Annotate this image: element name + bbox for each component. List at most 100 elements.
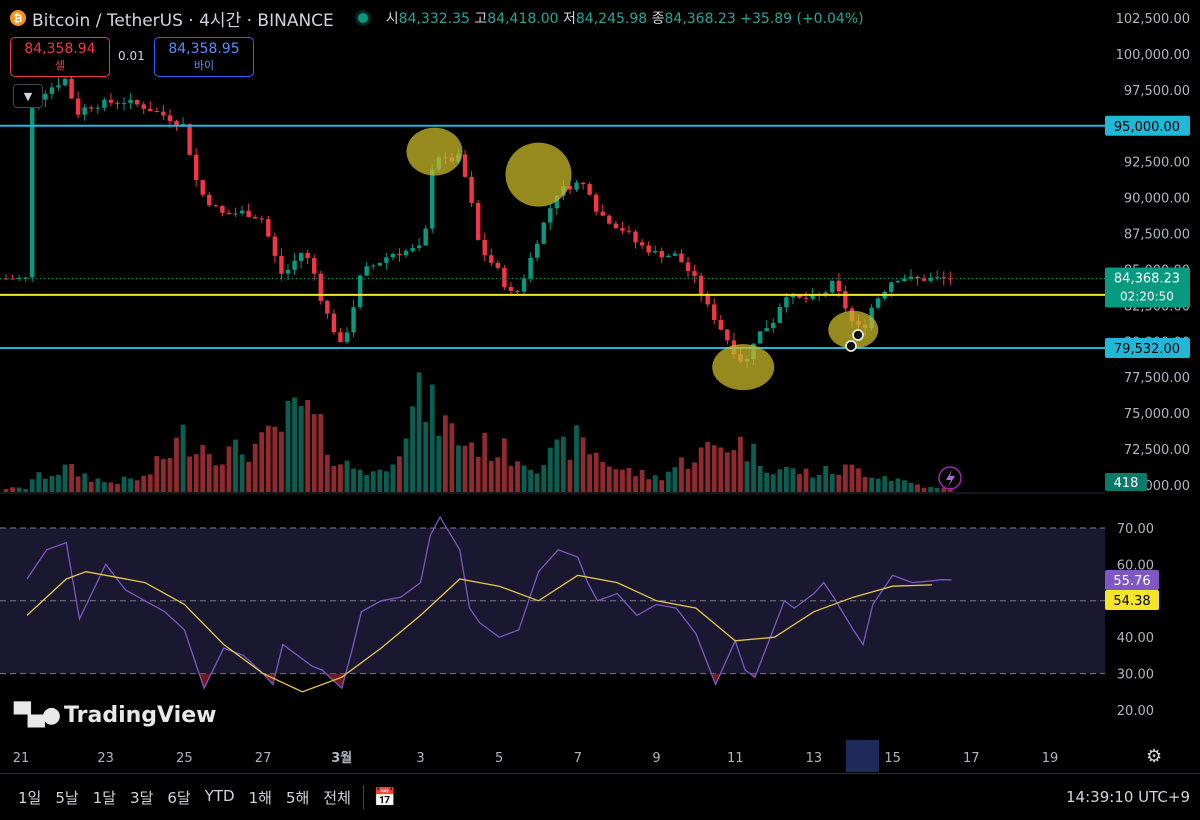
timeframe-6[interactable]: 1해 [248,788,272,807]
last-price-label: 84,368.23 [1114,272,1180,287]
rsi-ma-line [26,571,933,693]
volume-bar [29,479,35,492]
volume-bar [620,469,625,492]
candle-body [338,332,343,343]
highlight-circle [712,344,775,391]
time-tick-label: 19 [1042,751,1059,766]
price-tick-label: 92,500.00 [1124,156,1190,171]
volume-bar [16,487,22,492]
volume-bar [141,475,147,492]
candle-body [16,277,22,279]
volume-bar [95,478,101,492]
price-tick-label: 90,000.00 [1124,192,1190,207]
candle-body [764,328,769,332]
candle-body [528,257,533,279]
volume-bar [501,438,507,492]
chart-settings-icon[interactable]: ⚙ [1146,746,1163,767]
candle-body [698,275,704,295]
candle-body [515,291,520,293]
high-label: 고 [474,11,488,27]
rsi-tick-label: 40.00 [1117,631,1154,646]
volume-bar [311,414,317,492]
candle-body [803,297,809,299]
volume-bar [770,474,776,492]
volume-bar [226,446,232,492]
buy-label: 바이 [193,59,215,72]
candle-body [102,99,107,108]
candle-body [554,195,560,209]
time-tick-label: 17 [963,751,980,766]
volume-bar [908,482,914,492]
timeframe-3[interactable]: 3달 [130,788,154,807]
candle-body [416,245,422,248]
candle-body [75,98,81,115]
sell-button[interactable]: 84,358.94 셀 [10,37,110,77]
buy-button[interactable]: 84,358.95 바이 [154,37,254,77]
volume-bar [698,447,704,492]
spread-value: 0.01 [118,49,145,63]
candle-body [941,277,946,279]
volume-bar [921,487,927,492]
volume-bar [816,474,822,492]
volume-bar [206,454,212,492]
candle-body [371,265,376,267]
volume-bar [128,478,133,492]
candle-body [252,216,258,219]
close-label: 종 [651,11,665,27]
symbol-title[interactable]: Bitcoin / TetherUS · 4시간 · BINANCE [32,10,334,31]
candle-body [292,260,297,270]
volume-bar [272,426,278,492]
volume-bar [42,478,48,492]
clock-readout[interactable]: 14:39:10 UTC+9 [1066,788,1190,806]
candle-body [639,242,645,246]
timeframe-7[interactable]: 5해 [285,788,310,807]
candle-body [259,218,264,220]
calendar-range-icon[interactable]: 📅 [373,786,397,808]
volume-bar [528,470,534,492]
volume-bar [456,445,461,492]
candle-body [593,194,599,212]
candle-body [659,250,664,258]
highlight-circle [406,127,463,176]
candle-body [305,252,310,259]
candle-body [272,236,278,256]
timeframe-8[interactable]: 전체 [323,788,351,807]
timeframe-4[interactable]: 6달 [167,788,191,807]
volume-bar [115,484,120,492]
volume-bar [305,400,311,492]
candle-body [777,307,783,323]
buy-price: 84,358.95 [168,41,240,57]
volume-bar [790,468,796,492]
candle-body [397,254,402,256]
volume-bar [416,372,422,492]
time-tick-label: 21 [13,751,30,766]
chart-canvas[interactable]: 102,500.00100,000.0097,500.0095,000.0092… [0,0,1200,773]
candle-body [797,295,802,298]
timeframe-0[interactable]: 1일 [18,788,42,807]
volume-bar [934,487,940,492]
timeframe-5[interactable]: YTD [204,786,235,805]
volume-bar [554,439,560,492]
timeframe-2[interactable]: 1달 [92,788,117,807]
collapse-legend-button[interactable]: ▼ [13,84,43,108]
candle-body [410,247,415,251]
candle-body [502,267,507,288]
candle-body [469,176,474,203]
candle-body [521,278,527,292]
candle-body [344,332,350,343]
volume-bar [600,461,606,492]
volume-bar [829,473,835,492]
volume-bar [101,482,107,492]
timeframe-1[interactable]: 5날 [55,788,79,807]
volume-bar [724,452,730,492]
bottom-toolbar: 1일 5날 1달 3달 6달 YTD 1해 5해 전체 📅 14:39:10 UTC+9 [0,773,1200,820]
volume-bar [23,488,29,492]
volume-bar [324,454,330,492]
volume-bar [265,425,271,492]
candle-body [843,291,848,309]
volume-bar [646,479,652,492]
level-label: 95,000.00 [1114,120,1180,135]
volume-bar [410,406,415,492]
volume-bar [744,461,750,492]
volume-bar [797,474,802,492]
